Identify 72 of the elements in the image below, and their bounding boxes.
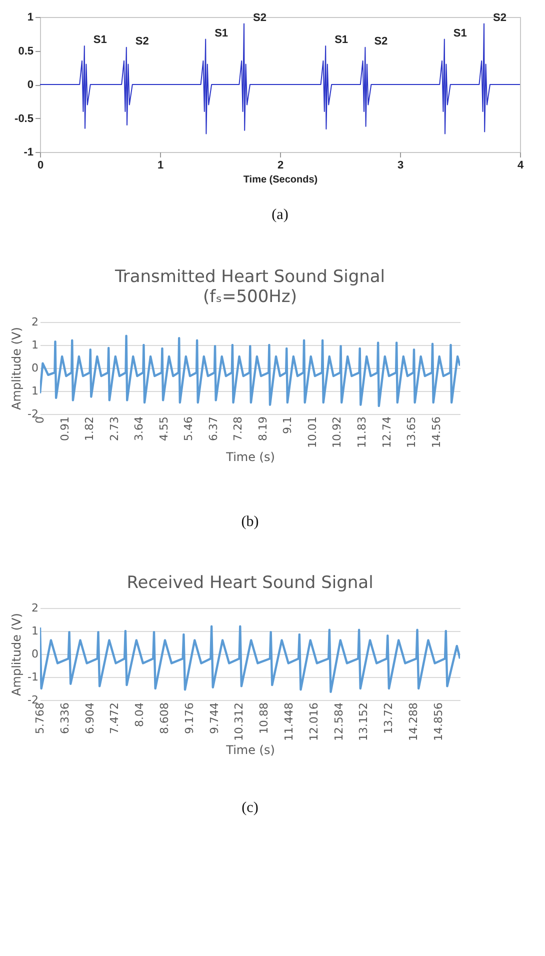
y-tick-label: 0 [27, 79, 34, 91]
x-tick-label: 7.472 [108, 702, 122, 734]
x-tick-label: 11.83 [356, 416, 369, 448]
x-axis-title: Time (Seconds) [243, 174, 318, 186]
annotation: S2 [493, 12, 506, 24]
x-axis-title: Time (s) [225, 450, 275, 464]
x-tick-label: 0.91 [58, 416, 72, 441]
x-tick-label: 1.82 [83, 416, 96, 441]
y-tick-label: 1 [27, 12, 34, 24]
text: (b) [241, 514, 259, 530]
y-tick-label: 0 [32, 362, 38, 374]
x-tick-label: 3.64 [132, 416, 146, 441]
x-tick-label: 6.37 [206, 416, 220, 441]
y-tick-label: 0 [32, 648, 38, 660]
x-tick-label: 11.448 [282, 702, 296, 741]
x-tick-label: 13.65 [405, 416, 418, 448]
y-tick-label: 1 [32, 624, 38, 638]
y-tick-label: 1 [32, 338, 38, 352]
x-tick-label: 8.19 [256, 416, 270, 441]
x-tick-label: 14.856 [432, 702, 445, 741]
annotation: S1 [334, 34, 348, 46]
line-series [40, 625, 460, 694]
x-tick-label: 12.584 [332, 702, 346, 741]
x-tick-label: 9.1 [281, 416, 294, 434]
annotation: S2 [253, 12, 266, 24]
x-tick-label: 10.312 [232, 702, 246, 741]
x-tick-label: 7.28 [232, 416, 245, 441]
x-tick-label: 9.744 [208, 702, 221, 734]
y-tick-label: -1 [24, 146, 34, 158]
x-tick-label: 5.768 [34, 702, 46, 734]
annotation: S2 [374, 35, 388, 48]
y-axis-title: Amplitude (V) [10, 613, 24, 696]
chart-subtitle: (fₛ=500Hz) [203, 287, 297, 307]
x-tick-label: 13.72 [382, 702, 396, 734]
x-tick-label: 14.56 [430, 416, 443, 448]
chart-title: Transmitted Heart Sound Signal [114, 267, 386, 287]
line-series [40, 23, 520, 134]
x-tick-label: 14.288 [406, 702, 420, 741]
x-tick-label: 12.74 [380, 416, 394, 448]
x-tick-label: 2 [277, 160, 284, 172]
text: (c) [242, 800, 258, 816]
y-tick-label: 2 [32, 316, 38, 328]
y-tick-label: 2 [32, 602, 38, 614]
x-tick-label: 10.88 [258, 702, 271, 734]
annotation: S1 [214, 27, 228, 40]
x-tick-label: 5.46 [182, 416, 196, 441]
x-tick-label: 6.336 [58, 702, 72, 734]
x-axis-title: Time (s) [225, 742, 275, 757]
annotation: S1 [93, 34, 107, 46]
x-tick-label: 8.608 [158, 702, 171, 734]
x-tick-label: 6.904 [83, 702, 96, 734]
text: (a) [272, 207, 288, 223]
line-series [40, 334, 460, 408]
annotation: S2 [135, 35, 149, 48]
x-tick-label: 4 [517, 160, 524, 172]
y-tick-label: -1 [28, 670, 38, 684]
x-tick-label: 9.176 [182, 702, 196, 734]
x-tick-label: 8.04 [133, 702, 146, 727]
y-axis-title: Amplitude (V) [10, 327, 24, 410]
x-tick-label: 10.01 [306, 416, 319, 448]
y-tick-label: 1 [32, 384, 38, 398]
x-tick-label: 4.55 [157, 416, 170, 441]
x-tick-label: 3 [397, 160, 404, 172]
x-tick-label: 10.92 [330, 416, 344, 448]
y-tick-label: 0.5 [18, 45, 34, 58]
x-tick-label: 2.73 [108, 416, 121, 441]
x-tick-label: 1 [157, 160, 164, 172]
annotation: S1 [453, 27, 467, 40]
x-tick-label: 13.152 [357, 702, 370, 741]
chart-title: Received Heart Sound Signal [126, 573, 374, 593]
x-tick-label: 12.016 [307, 702, 320, 741]
y-tick-label: -0.5 [14, 112, 34, 125]
